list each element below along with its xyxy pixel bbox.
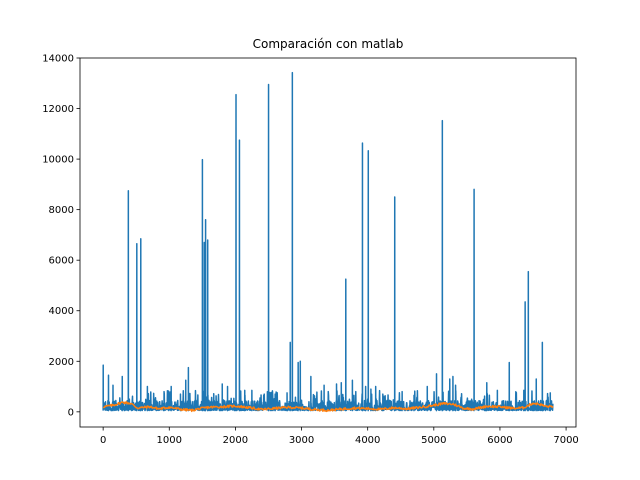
y-tick-label: 2000: [49, 357, 74, 368]
y-tick-label: 8000: [49, 205, 74, 216]
x-tick-label: 6000: [487, 435, 512, 446]
y-tick-label: 14000: [42, 54, 74, 65]
chart-title: Comparación con matlab: [253, 37, 404, 51]
y-tick-label: 4000: [49, 306, 74, 317]
y-tick-label: 0: [68, 407, 74, 418]
x-axis: 0 1000 2000 3000 4000 5000 6000 7000: [100, 427, 579, 446]
series-smoothed-line: [102, 401, 554, 413]
x-tick-label: 3000: [289, 435, 314, 446]
x-tick-label: 4000: [355, 435, 380, 446]
y-tick-label: 12000: [42, 104, 74, 115]
plot-group: [102, 71, 554, 413]
x-tick-label: 1000: [157, 435, 182, 446]
x-tick-label: 0: [100, 435, 106, 446]
x-tick-label: 5000: [421, 435, 446, 446]
y-tick-label: 10000: [42, 155, 74, 166]
x-tick-label: 2000: [223, 435, 248, 446]
y-tick-label: 6000: [49, 256, 74, 267]
y-axis: 0 2000 4000 6000 8000 10000 12000 14000: [42, 54, 80, 418]
axes-frame: [79, 57, 577, 428]
plot-area: [80, 58, 576, 427]
x-tick-label: 7000: [553, 435, 578, 446]
